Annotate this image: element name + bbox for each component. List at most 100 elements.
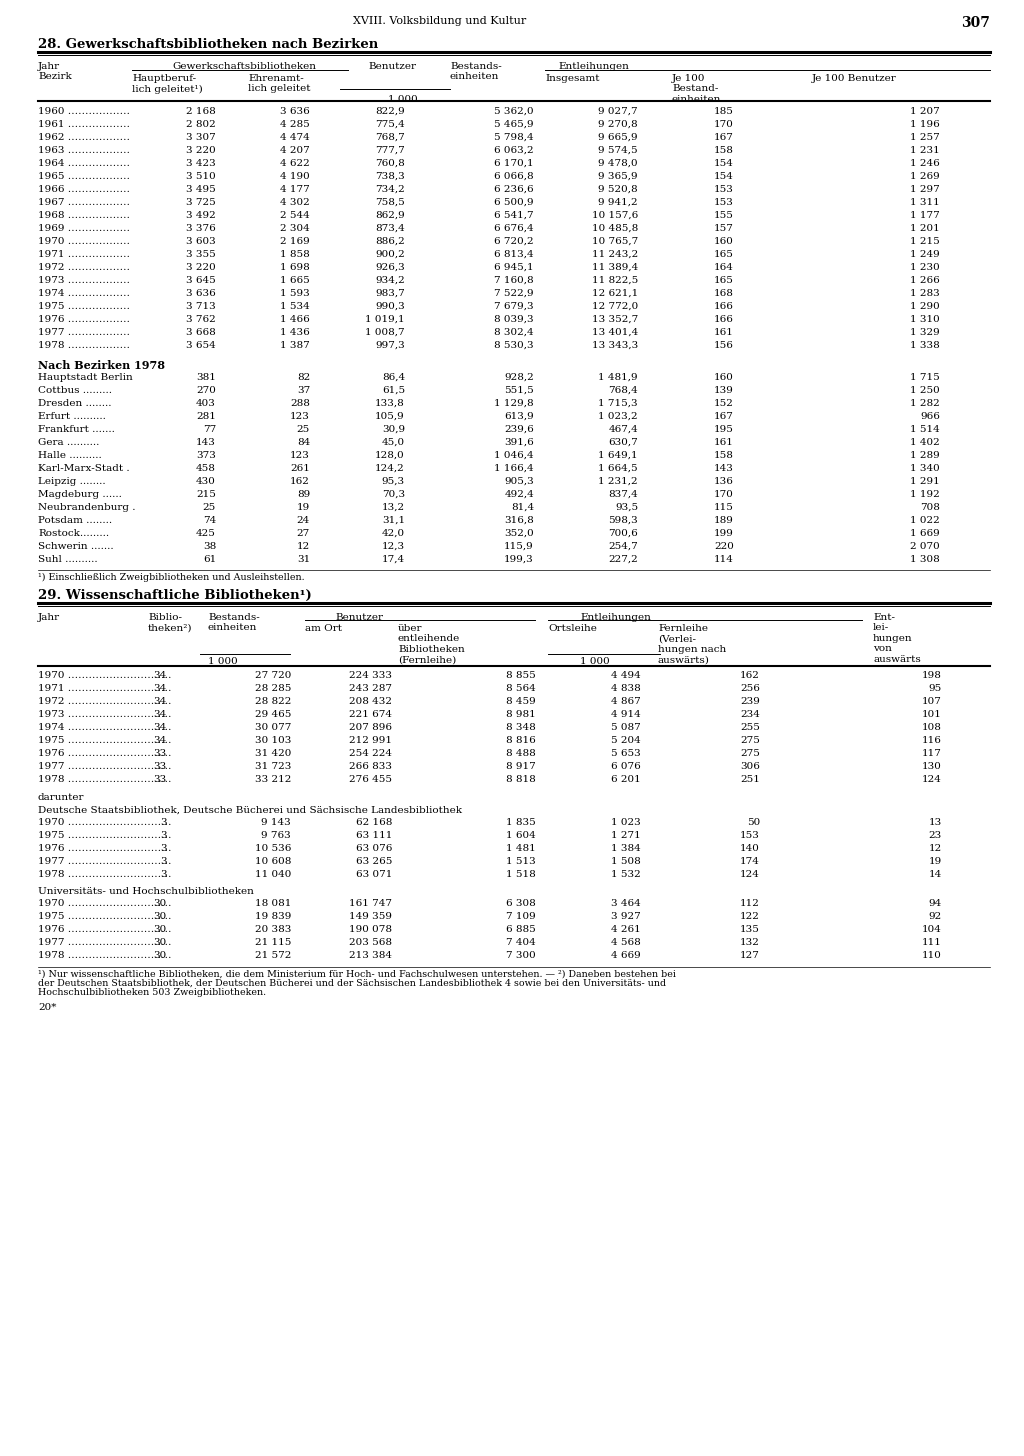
Text: 130: 130 <box>923 761 942 772</box>
Text: 124: 124 <box>923 775 942 783</box>
Text: 86,4: 86,4 <box>382 373 406 381</box>
Text: 2 070: 2 070 <box>910 542 940 550</box>
Text: 45,0: 45,0 <box>382 438 406 447</box>
Text: 13 401,4: 13 401,4 <box>592 328 638 336</box>
Text: 734,2: 734,2 <box>375 185 406 194</box>
Text: Jahr
Bezirk: Jahr Bezirk <box>38 63 72 82</box>
Text: Jahr: Jahr <box>38 613 60 622</box>
Text: 34: 34 <box>154 684 167 693</box>
Text: 288: 288 <box>290 399 310 408</box>
Text: 104: 104 <box>923 925 942 933</box>
Text: 6 500,9: 6 500,9 <box>495 198 534 207</box>
Text: 174: 174 <box>740 858 760 866</box>
Text: 10 765,7: 10 765,7 <box>592 237 638 246</box>
Text: 5 465,9: 5 465,9 <box>495 119 534 130</box>
Text: 115,9: 115,9 <box>504 542 534 550</box>
Text: 1 230: 1 230 <box>910 264 940 272</box>
Text: 1 000: 1 000 <box>208 657 238 665</box>
Text: 28 822: 28 822 <box>255 697 291 706</box>
Text: Bestands-
einheiten: Bestands- einheiten <box>450 63 502 82</box>
Text: 1973 ………………: 1973 ……………… <box>38 277 130 285</box>
Text: 23: 23 <box>929 831 942 840</box>
Text: 8 816: 8 816 <box>506 735 536 745</box>
Text: 74: 74 <box>203 515 216 526</box>
Text: 117: 117 <box>923 748 942 759</box>
Text: 62 168: 62 168 <box>355 818 392 827</box>
Text: ¹) Einschließlich Zweigbibliotheken und Ausleihstellen.: ¹) Einschließlich Zweigbibliotheken und … <box>38 574 304 582</box>
Text: 30: 30 <box>154 925 167 933</box>
Text: 3 423: 3 423 <box>186 159 216 167</box>
Text: 170: 170 <box>714 491 734 499</box>
Text: 9 270,8: 9 270,8 <box>598 119 638 130</box>
Text: 6 885: 6 885 <box>506 925 536 933</box>
Text: 33: 33 <box>154 748 167 759</box>
Text: 1976 …………………………: 1976 ………………………… <box>38 844 171 853</box>
Text: 30: 30 <box>154 911 167 922</box>
Text: 81,4: 81,4 <box>511 502 534 513</box>
Text: 3 355: 3 355 <box>186 250 216 259</box>
Text: 708: 708 <box>921 502 940 513</box>
Text: 254 224: 254 224 <box>349 748 392 759</box>
Text: 1 513: 1 513 <box>506 858 536 866</box>
Text: 9 365,9: 9 365,9 <box>598 172 638 181</box>
Text: 1 282: 1 282 <box>910 399 940 408</box>
Text: 37: 37 <box>297 386 310 395</box>
Text: 34: 34 <box>154 724 167 732</box>
Text: 4 838: 4 838 <box>611 684 641 693</box>
Text: 3 645: 3 645 <box>186 277 216 285</box>
Text: 1 231,2: 1 231,2 <box>598 478 638 486</box>
Text: 157: 157 <box>714 224 734 233</box>
Text: 12,3: 12,3 <box>382 542 406 550</box>
Text: 156: 156 <box>714 341 734 349</box>
Text: 281: 281 <box>197 412 216 421</box>
Text: 3: 3 <box>161 858 167 866</box>
Text: 403: 403 <box>197 399 216 408</box>
Text: 207 896: 207 896 <box>349 724 392 732</box>
Text: 140: 140 <box>740 844 760 853</box>
Text: 760,8: 760,8 <box>375 159 406 167</box>
Text: 1 481: 1 481 <box>506 844 536 853</box>
Text: 1978 …………………………: 1978 ………………………… <box>38 871 171 879</box>
Text: 124,2: 124,2 <box>375 464 406 473</box>
Text: 31: 31 <box>297 555 310 563</box>
Text: 1 266: 1 266 <box>910 277 940 285</box>
Text: 270: 270 <box>197 386 216 395</box>
Text: 1970 ………………: 1970 ……………… <box>38 237 130 246</box>
Text: 1 310: 1 310 <box>910 314 940 325</box>
Text: 1 715,3: 1 715,3 <box>598 399 638 408</box>
Text: 4 474: 4 474 <box>281 132 310 143</box>
Text: 1 290: 1 290 <box>910 301 940 312</box>
Text: 1 269: 1 269 <box>910 172 940 181</box>
Text: 886,2: 886,2 <box>375 237 406 246</box>
Text: 1 129,8: 1 129,8 <box>495 399 534 408</box>
Text: 1968 ………………: 1968 ……………… <box>38 211 130 220</box>
Text: 8 530,3: 8 530,3 <box>495 341 534 349</box>
Text: 212 991: 212 991 <box>349 735 392 745</box>
Text: 114: 114 <box>714 555 734 563</box>
Text: 8 917: 8 917 <box>506 761 536 772</box>
Text: 2 168: 2 168 <box>186 106 216 116</box>
Text: 123: 123 <box>290 451 310 460</box>
Text: 143: 143 <box>197 438 216 447</box>
Text: 12: 12 <box>929 844 942 853</box>
Text: 3 654: 3 654 <box>186 341 216 349</box>
Text: 700,6: 700,6 <box>608 529 638 539</box>
Text: 1972 ………………: 1972 ……………… <box>38 264 130 272</box>
Text: 82: 82 <box>297 373 310 381</box>
Text: 110: 110 <box>923 951 942 960</box>
Text: Erfurt ..........: Erfurt .......... <box>38 412 105 421</box>
Text: 13,2: 13,2 <box>382 502 406 513</box>
Text: 5 362,0: 5 362,0 <box>495 106 534 116</box>
Text: 1 192: 1 192 <box>910 491 940 499</box>
Text: 153: 153 <box>714 185 734 194</box>
Text: 1 250: 1 250 <box>910 386 940 395</box>
Text: Benutzer: Benutzer <box>335 613 383 622</box>
Text: 190 078: 190 078 <box>349 925 392 933</box>
Text: 1960 ………………: 1960 ……………… <box>38 106 130 116</box>
Text: 1 514: 1 514 <box>910 425 940 434</box>
Text: 1 308: 1 308 <box>910 555 940 563</box>
Text: 132: 132 <box>740 938 760 946</box>
Text: 966: 966 <box>921 412 940 421</box>
Text: 256: 256 <box>740 684 760 693</box>
Text: Nach Bezirken 1978: Nach Bezirken 1978 <box>38 360 165 371</box>
